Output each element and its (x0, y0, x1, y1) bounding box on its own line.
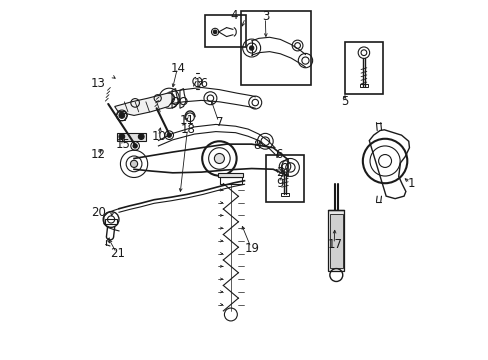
Text: 15: 15 (116, 138, 130, 150)
Circle shape (213, 30, 217, 34)
Polygon shape (115, 93, 174, 116)
Bar (105, 220, 117, 224)
Bar (204, 15, 246, 47)
Text: 10: 10 (151, 130, 166, 144)
Text: 17: 17 (326, 238, 342, 251)
Text: 18: 18 (181, 123, 195, 136)
Text: 2: 2 (276, 166, 284, 179)
Bar (359, 84, 367, 87)
Bar (117, 133, 145, 140)
Text: 16: 16 (194, 77, 208, 90)
Circle shape (249, 46, 253, 50)
Circle shape (167, 133, 171, 137)
Text: 11: 11 (179, 114, 194, 127)
Text: 6: 6 (274, 148, 282, 161)
Text: 1: 1 (407, 177, 414, 190)
Text: 4: 4 (229, 9, 237, 22)
Bar (219, 177, 242, 184)
Bar (265, 155, 303, 202)
Bar (344, 42, 382, 94)
Bar (328, 211, 344, 271)
Bar (218, 173, 243, 177)
Text: 20: 20 (91, 206, 105, 219)
Text: 5: 5 (341, 95, 348, 108)
Circle shape (133, 144, 137, 148)
Text: 3: 3 (262, 10, 269, 23)
Text: 13: 13 (91, 77, 105, 90)
Bar (281, 193, 288, 196)
Text: 7: 7 (215, 116, 223, 129)
Circle shape (119, 113, 124, 118)
Text: 12: 12 (90, 148, 105, 161)
Text: 8: 8 (253, 139, 260, 152)
Text: 14: 14 (170, 62, 185, 75)
Bar (241, 12, 310, 85)
Circle shape (119, 134, 124, 139)
Circle shape (130, 160, 137, 167)
Text: 9: 9 (275, 177, 283, 190)
Circle shape (138, 134, 144, 139)
Text: 19: 19 (244, 242, 259, 255)
Circle shape (214, 153, 224, 163)
Text: 21: 21 (109, 247, 124, 260)
Bar (329, 214, 342, 268)
